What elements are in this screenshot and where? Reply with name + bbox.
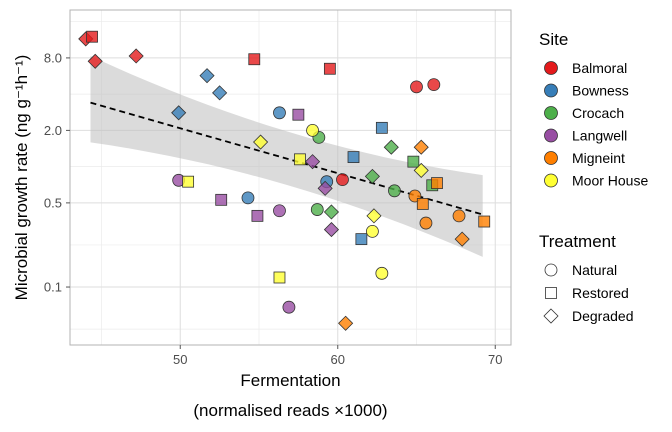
data-points [78,30,491,331]
point-crocach-degraded [383,139,399,155]
point-bowness-restored [347,151,360,164]
legend-label-degraded: Degraded [572,308,634,324]
point-langwell-degraded [317,180,333,196]
legend-label-bowness: Bowness [572,83,629,99]
legend-key-moor-house [544,173,558,188]
point-bowness-restored [355,233,368,246]
point-migneint-restored [478,215,491,228]
legend-key-crocach [544,106,558,120]
confidence-band [90,56,483,257]
legend-label-natural: Natural [572,262,617,278]
point-moor-house-degraded [366,208,382,224]
point-balmoral-natural [410,80,423,94]
point-crocach-degraded [364,168,380,184]
point-balmoral-degraded [87,53,103,69]
x-axis: 50 60 70 [173,345,502,367]
y-axis: 0.1 0.5 2.0 8.0 [44,50,70,295]
legend-label-migneint: Migneint [572,150,625,166]
point-moor-house-natural [365,224,379,238]
legend-label-balmoral: Balmoral [572,60,627,76]
plot-panel-border [69,9,512,346]
point-moor-house-natural [375,266,389,280]
point-balmoral-restored [323,62,336,75]
point-crocach-degraded [323,204,340,220]
x-axis-title: Fermentation [240,371,340,390]
point-crocach-natural [388,184,401,198]
point-migneint-restored [431,177,443,189]
point-crocach-restored [407,155,420,168]
point-migneint-natural [452,209,466,223]
y-tick-label: 0.5 [44,195,62,210]
y-tick-label: 8.0 [44,50,62,65]
legend-key-migneint [544,151,558,165]
legend-key-bowness [544,83,558,98]
legend-key-natural [544,263,558,277]
point-langwell-degraded [304,154,321,170]
point-crocach-natural [310,203,324,216]
point-bowness-degraded [212,85,228,101]
site-legend: Site Balmoral Bowness Crocach Langwell Migne… [539,30,648,189]
point-moor-house-restored [182,175,195,188]
y-tick-label: 2.0 [44,123,62,138]
y-tick-label: 0.1 [44,280,62,295]
point-bowness-degraded [199,68,215,84]
point-balmoral-restored [86,30,98,43]
treatment-legend-title: Treatment [539,232,616,251]
y-axis-title: Microbial growth rate (ng g⁻¹h⁻¹) [12,55,31,301]
point-migneint-degraded [338,315,354,331]
x-tick-label: 60 [331,352,345,367]
site-legend-items: Balmoral Bowness Crocach Langwell Migneint Mo… [544,60,648,189]
point-balmoral-natural [336,173,349,187]
legend-label-crocach: Crocach [572,105,624,121]
point-migneint-natural [419,216,433,230]
trend-line [90,101,483,216]
point-balmoral-restored [248,53,261,66]
treatment-legend: Treatment Natural Restored Degraded [539,232,634,324]
legend-key-restored [545,287,557,299]
point-moor-house-restored [294,153,306,166]
x-axis-subtitle: (normalised reads ×1000) [193,401,387,420]
point-langwell-natural [282,300,296,314]
point-langwell-natural [273,204,286,218]
point-moor-house-degraded [253,134,269,150]
point-langwell-degraded [323,222,340,238]
legend-label-restored: Restored [572,285,629,301]
point-moor-house-natural [306,123,319,137]
point-bowness-restored [375,121,388,134]
point-moor-house-degraded [413,162,429,178]
legend-label-langwell: Langwell [572,128,627,144]
point-bowness-natural [241,191,255,205]
point-balmoral-degraded [128,48,144,64]
x-tick-label: 50 [173,352,187,367]
legend-key-langwell [544,128,558,143]
legend-key-degraded [543,308,559,324]
point-bowness-degraded [171,105,187,121]
treatment-legend-items: Natural Restored Degraded [543,262,634,324]
point-migneint-restored [416,198,429,210]
point-balmoral-natural [427,78,441,92]
point-bowness-natural [273,106,286,120]
legend-label-moor-house: Moor House [572,173,648,189]
legend-key-balmoral [544,61,558,75]
point-langwell-restored [292,108,305,121]
point-moor-house-restored [273,271,286,284]
point-migneint-degraded [454,231,470,247]
point-langwell-restored [215,193,228,206]
point-langwell-restored [251,209,264,222]
x-tick-label: 70 [488,352,502,367]
point-migneint-degraded [413,139,429,155]
site-legend-title: Site [539,30,568,49]
